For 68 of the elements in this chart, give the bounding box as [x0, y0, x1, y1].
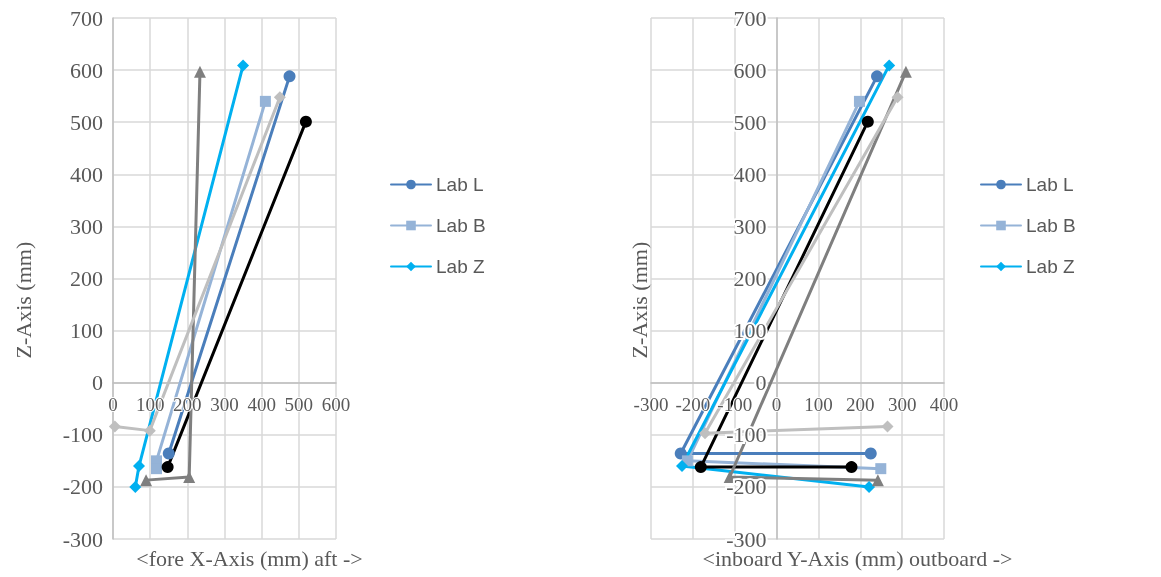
point [863, 480, 876, 493]
x-tick-label: 600 [321, 393, 351, 415]
point [699, 427, 711, 440]
y-tick-label: -200 [62, 474, 103, 500]
y-tick-label: -300 [726, 526, 767, 552]
point [140, 474, 153, 487]
y-tick-label: -100 [726, 422, 767, 448]
x-tick-label: 500 [284, 393, 314, 415]
x-tick-label: 300 [210, 393, 239, 415]
point [162, 447, 175, 460]
legend-label: Lab Z [436, 256, 485, 277]
y-tick-label: 500 [70, 109, 103, 135]
x-axis-title: <fore X-Axis (mm) aft -> [136, 545, 363, 571]
point [259, 95, 271, 107]
point [694, 461, 707, 474]
y-tick-label: 0 [92, 370, 103, 396]
y-tick-label: -100 [62, 422, 103, 448]
y-tick-label: 200 [70, 266, 103, 291]
point [283, 70, 296, 83]
legend-label: Lab B [1026, 215, 1076, 236]
point [161, 461, 174, 474]
point [273, 91, 286, 104]
y-axis-title: Z-Axis (mm) [626, 241, 652, 359]
y-axis-title: Z-Axis (mm) [10, 241, 36, 359]
x-tick-label: 100 [804, 393, 833, 415]
x-tick-label: -300 [633, 393, 669, 415]
y-tick-label: 700 [70, 5, 103, 31]
y-tick-label: 0 [755, 370, 767, 396]
point [299, 115, 312, 128]
point [891, 91, 904, 104]
point [853, 95, 865, 107]
point [237, 59, 250, 72]
legend-label: Lab L [1026, 174, 1074, 195]
y-tick-label: 200 [733, 266, 767, 291]
y-tick-label: 500 [733, 109, 767, 135]
y-tick-label: -200 [726, 474, 767, 500]
point [871, 474, 884, 487]
y-tick-label: 700 [733, 5, 767, 31]
y-tick-label: -300 [62, 526, 103, 552]
point [864, 447, 877, 460]
point [871, 70, 884, 83]
y-tick-label: 300 [70, 213, 103, 239]
y-tick-label: 600 [70, 57, 103, 83]
x-tick-label: 0 [108, 393, 118, 415]
y-tick-label: 400 [733, 161, 767, 187]
x-tick-label: 0 [771, 393, 782, 415]
legend-label: Lab Z [1026, 256, 1075, 277]
point [875, 463, 887, 475]
point [883, 59, 896, 72]
x-tick-label: 400 [247, 393, 276, 415]
x-tick-label: 300 [887, 393, 917, 415]
y-tick-label: 400 [70, 161, 103, 187]
x-tick-label: 400 [929, 393, 959, 415]
y-tick-label: 100 [70, 318, 103, 344]
legend-label: Lab L [436, 174, 484, 195]
y-tick-label: 300 [733, 213, 767, 239]
point [143, 424, 156, 437]
x-tick-label: 200 [846, 393, 875, 415]
point [133, 460, 146, 473]
y-tick-label: 600 [733, 57, 767, 83]
point [861, 115, 874, 128]
point [675, 460, 688, 473]
point [129, 480, 142, 493]
point [193, 65, 206, 78]
point [845, 461, 858, 474]
legend-label: Lab B [436, 215, 486, 236]
point [899, 65, 912, 78]
point [108, 420, 121, 433]
